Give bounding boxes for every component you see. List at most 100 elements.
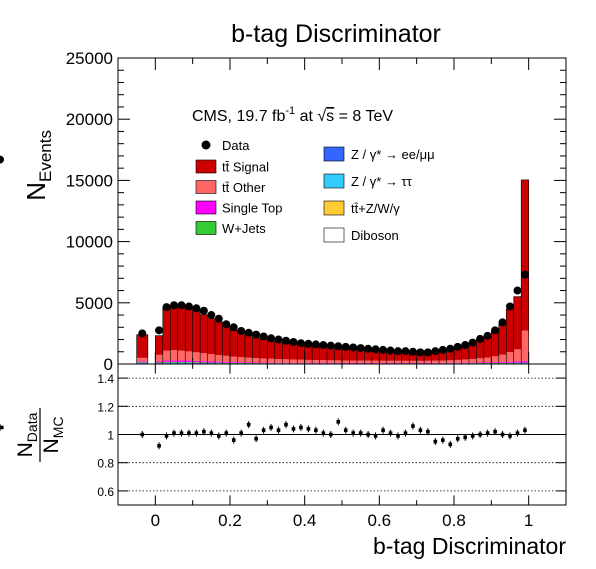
data-point-43 <box>461 341 470 350</box>
bar-SingleTop-0 <box>136 361 148 363</box>
bar-WJets-3 <box>162 361 171 363</box>
bar-ttSignal-24 <box>319 347 328 361</box>
bar-ttOther-24 <box>319 360 328 363</box>
ratio-point-30 <box>366 432 370 437</box>
bar-ttSignal-19 <box>282 343 290 360</box>
bar-ttOther-18 <box>274 359 283 363</box>
ratio-y-tick-label-3: 1.2 <box>97 400 114 414</box>
ratio-point-50 <box>515 431 520 435</box>
data-point-49 <box>506 302 514 311</box>
ratio-point-20 <box>291 427 296 431</box>
bar-ttSignal-15 <box>252 337 260 359</box>
bar-ttOther-39 <box>431 360 440 363</box>
ratio-point-12 <box>231 438 236 442</box>
bar-ttOther-10 <box>215 354 223 362</box>
data-point-23 <box>311 340 320 349</box>
bar-ttOther-0 <box>136 357 148 362</box>
data-point-7 <box>192 304 201 313</box>
bar-ttSignal-44 <box>468 342 477 359</box>
bar-SingleTop-8 <box>200 361 208 363</box>
legend-label-Zee: Z / γ* → ee/μμ <box>351 147 435 162</box>
bar-ttOther-15 <box>252 358 260 363</box>
data-point-30 <box>364 344 373 353</box>
data-point-24 <box>319 341 328 350</box>
bar-ttSignal-23 <box>312 346 320 361</box>
cms-annotation-lumi-sup: -1 <box>285 105 295 117</box>
ratio-points <box>0 418 527 450</box>
ratio-point-39 <box>433 439 438 444</box>
bar-ttOther-41 <box>446 360 454 363</box>
data-point-3 <box>162 303 171 312</box>
data-point-9 <box>207 311 216 320</box>
data-point-4 <box>170 301 178 310</box>
bar-ttOther-23 <box>312 360 320 363</box>
bar-SingleTop-7 <box>192 360 201 363</box>
bar-ttSignal-45 <box>476 339 484 359</box>
ratio-point-29 <box>358 431 363 435</box>
bar-ttOther-51 <box>521 330 529 362</box>
bar-SingleTop-14 <box>244 362 253 364</box>
ratio-point-16 <box>261 428 266 433</box>
ratio-point-25 <box>329 432 333 437</box>
y-axis-title-sub: Events <box>36 130 55 182</box>
bar-ttOther-45 <box>476 358 484 363</box>
bar-SingleTop-47 <box>491 362 499 363</box>
ratio-point-8 <box>202 429 206 434</box>
bar-WJets-9 <box>207 362 216 364</box>
ratio-panel: 0.60.811.21.4 0 0.2 0.4 0.6 0.8 1 NData NMC <box>0 363 567 530</box>
legend-swatch-Zee <box>323 146 345 162</box>
legend-swatch-Diboson <box>323 227 345 243</box>
y-tick-label-5: 25000 <box>66 49 113 68</box>
cms-annotation-suffix: = 8 TeV <box>334 108 393 125</box>
bar-ttOther-31 <box>371 360 380 363</box>
bar-ttSignal-49 <box>506 309 514 353</box>
legend-label-Ztautau: Z / γ* → ττ <box>351 174 413 189</box>
bar-ttSignal-47 <box>491 331 499 357</box>
bar-ttSignal-41 <box>446 348 454 361</box>
bar-ttSignal-12 <box>230 330 238 357</box>
bar-ttOther-14 <box>244 357 253 363</box>
bar-ttSignal-16 <box>259 339 268 359</box>
bar-ttOther-38 <box>424 360 432 363</box>
bar-ttOther-42 <box>454 359 462 363</box>
bar-ttSignal-51 <box>521 179 529 331</box>
legend-label-WJets: W+Jets <box>222 221 266 236</box>
bar-ttSignal-33 <box>386 350 395 361</box>
bar-ttSignal-35 <box>401 351 410 361</box>
legend-swatch-WJets <box>195 221 217 235</box>
bar-ttSignal-17 <box>267 341 275 359</box>
x-tick-label-5: 1 <box>524 511 533 530</box>
ratio-point-5 <box>179 431 184 435</box>
bar-ttSignal-46 <box>483 335 492 358</box>
svg-text:NData: NData <box>14 412 40 457</box>
ratio-y-tick-label-1: 0.8 <box>97 457 114 471</box>
bar-ttOther-40 <box>439 360 447 363</box>
y-tick-label-1: 5000 <box>75 294 113 313</box>
bar-WJets-2 <box>155 362 163 364</box>
data-point-8 <box>199 306 208 315</box>
bar-ttOther-34 <box>394 360 402 363</box>
bar-SingleTop-50 <box>513 361 522 363</box>
data-point-0 <box>138 329 147 338</box>
data-point-14 <box>244 328 253 337</box>
data-point-29 <box>356 344 365 353</box>
bar-ttSignal-13 <box>237 333 245 358</box>
ratio-x-axis: 0 0.2 0.4 0.6 0.8 1 <box>117 364 567 530</box>
bar-Zee-3 <box>162 362 171 364</box>
bar-ttOther-29 <box>356 360 365 363</box>
ratio-point-22 <box>306 427 311 431</box>
main-x-axis <box>117 58 567 364</box>
legend-label-ttSignal: tt̄ Signal <box>222 160 269 175</box>
bar-ttOther-7 <box>192 352 201 361</box>
y-axis-title-main: N <box>21 182 51 201</box>
bar-ttSignal-31 <box>371 350 380 361</box>
x-tick-label-0: 0 <box>151 511 160 530</box>
ratio-point-33 <box>388 431 393 435</box>
legend-swatch-ttOther <box>195 180 217 194</box>
data-points <box>0 155 529 357</box>
bar-SingleTop-10 <box>215 361 223 363</box>
bar-ttSignal-40 <box>439 349 447 361</box>
bar-ttSignal-30 <box>364 350 372 361</box>
bar-ttSignal-50 <box>513 296 522 350</box>
bar-ttSignal-22 <box>304 346 313 360</box>
